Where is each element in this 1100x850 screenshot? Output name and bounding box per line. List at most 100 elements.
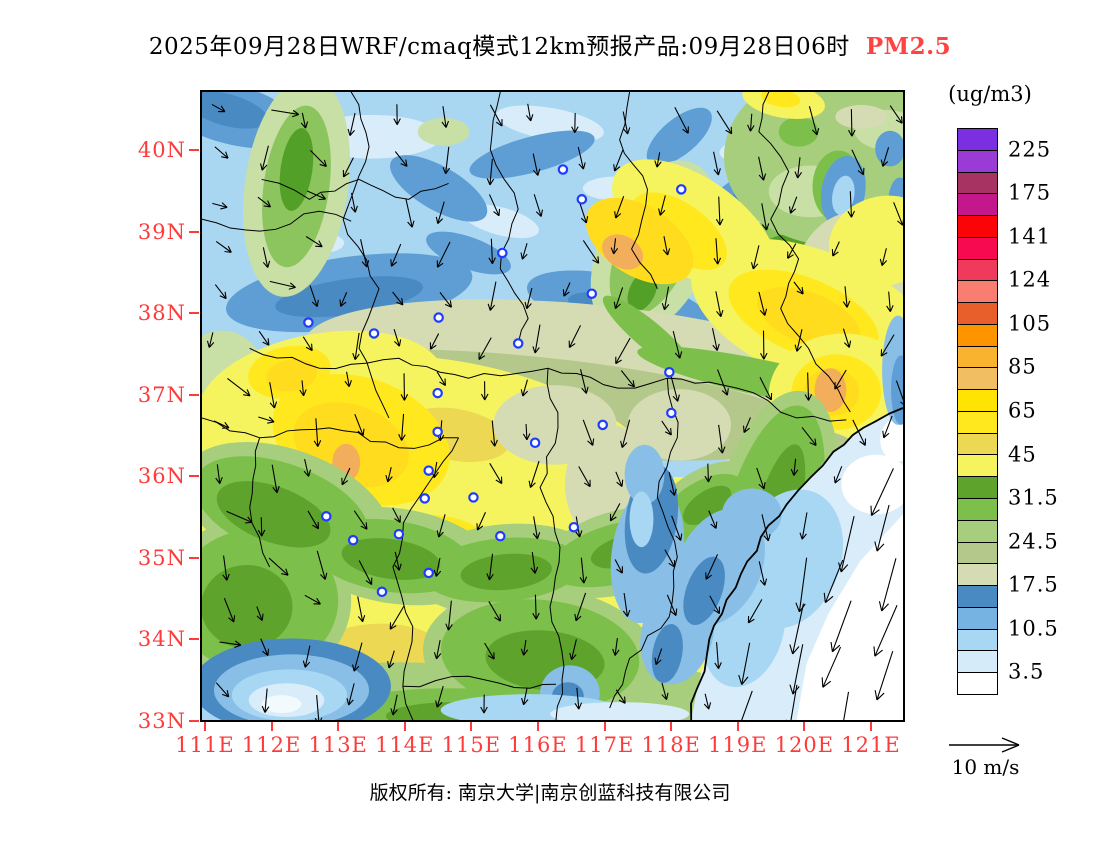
wind-arrow [738, 642, 751, 685]
station-marker [423, 567, 434, 579]
wind-arrow [833, 466, 843, 484]
province-border [261, 178, 449, 200]
wind-arrow [433, 557, 442, 577]
wind-arrow [215, 682, 230, 698]
wind-arrow [520, 243, 528, 260]
wind-arrow [622, 111, 631, 135]
copyright: 版权所有: 南京大学|南京创蓝科技有限公司 [369, 782, 731, 804]
wind-arrow [389, 605, 405, 630]
colorbar-cell [957, 258, 998, 282]
station-markers [303, 164, 687, 598]
wind-arrow [614, 559, 623, 574]
wind-arrow [848, 109, 856, 137]
wind-arrow [387, 650, 395, 669]
station-marker [419, 493, 430, 504]
wind-arrow [206, 332, 215, 348]
wind-arrow [347, 112, 356, 136]
lon-tick [270, 722, 273, 731]
wind-arrow [612, 638, 620, 656]
wind-arrow [435, 685, 444, 708]
colorbar-cell [957, 215, 998, 238]
wind-arrow [716, 110, 733, 135]
lat-label: 40N [137, 138, 186, 162]
wind-arrow [313, 418, 322, 447]
station-marker [376, 586, 388, 598]
contour-region [832, 175, 855, 216]
province-border [342, 92, 390, 419]
contour-region [875, 130, 903, 167]
lat-label: 37N [137, 382, 186, 407]
wind-arrow [352, 332, 360, 361]
province-borders [202, 92, 851, 720]
wind-arrow [808, 106, 820, 136]
wind-arrow [309, 285, 319, 308]
wind-arrow [756, 467, 766, 490]
colorbar-cell [957, 650, 998, 674]
lat-tick [189, 638, 199, 640]
wind-arrow [532, 516, 541, 540]
wind-arrow [357, 596, 366, 623]
wind-arrow [486, 158, 495, 186]
colorbar-cell [957, 585, 998, 608]
colorbar-cell [957, 171, 998, 195]
station-marker [666, 407, 677, 419]
lon-label: 113E [308, 733, 368, 757]
lat-tick [189, 393, 199, 396]
wind-arrow [747, 599, 763, 624]
colorbar-cell [957, 672, 998, 695]
colorbar-cell [957, 563, 998, 587]
colorbar-cell [957, 519, 998, 543]
wind-arrow [831, 241, 840, 257]
wind-arrow [715, 196, 724, 226]
wind-arrow [759, 377, 773, 401]
lat-tick [189, 719, 199, 722]
wind-arrow [668, 471, 677, 496]
contour-region [341, 538, 441, 580]
wind-arrow [842, 286, 851, 308]
contour-region [417, 117, 470, 146]
province-border [539, 368, 565, 720]
contour-region [426, 231, 511, 275]
lon-tick [537, 722, 539, 731]
wind-arrow [261, 688, 270, 713]
wind-arrow [521, 688, 529, 706]
wind-arrow [750, 245, 760, 270]
wind-arrow [350, 192, 358, 213]
lat-tick [189, 149, 199, 151]
wind-arrow [889, 105, 903, 124]
province-border [202, 210, 352, 232]
colorbar-label: 85 [1008, 354, 1037, 379]
contour-region [796, 514, 903, 720]
wind-arrow [476, 511, 486, 531]
lon-label: 115E [441, 733, 502, 757]
contour-region [682, 485, 732, 525]
lon-tick [870, 722, 872, 731]
wind-arrow [672, 330, 683, 359]
wind-arrow [614, 195, 625, 219]
wind-arrow [886, 291, 894, 313]
wind-arrow [257, 517, 266, 537]
wind-arrow [571, 112, 579, 134]
contour-region [279, 128, 314, 211]
wind-arrow [405, 198, 415, 228]
colorbar-cell [957, 193, 998, 217]
wind-arrow [486, 553, 494, 581]
colorbar-label: 225 [1008, 137, 1052, 162]
wind-arrow [271, 464, 280, 494]
wind-arrow [393, 329, 402, 347]
wind-arrow [314, 695, 323, 720]
wind-arrow [219, 640, 242, 648]
wind-arrow [615, 689, 626, 704]
contour-region [469, 130, 595, 179]
wind-arrow [530, 551, 539, 574]
wind-arrow [260, 638, 270, 657]
wind-arrow [307, 510, 319, 530]
wind-arrow [487, 281, 497, 311]
wind-arrow [258, 416, 275, 424]
wind-arrow [524, 287, 533, 310]
wind-arrow [717, 424, 726, 454]
colorbar-unit: (ug/m3) [948, 82, 1032, 106]
colorbar-label: 65 [1008, 398, 1037, 423]
station-marker [597, 419, 608, 431]
wind-arrow [747, 113, 755, 132]
